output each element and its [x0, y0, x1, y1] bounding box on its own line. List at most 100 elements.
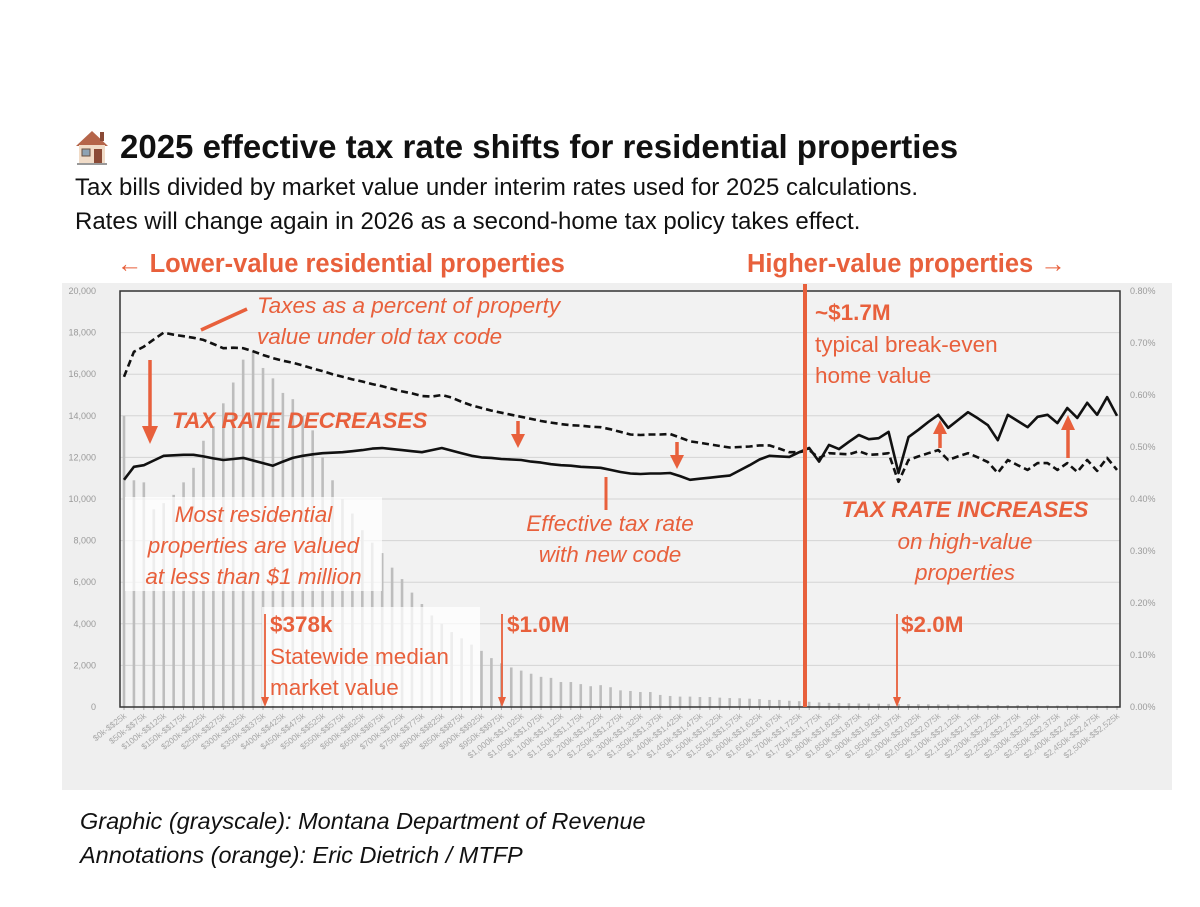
y-left-tick-label: 18,000 [68, 328, 96, 338]
histogram-bar [549, 677, 553, 707]
histogram-bar [877, 703, 880, 707]
histogram-bar [172, 494, 175, 707]
y-left-tick-label: 6,000 [73, 577, 96, 587]
histogram-bar [827, 702, 831, 707]
median-value-label: $378k [270, 612, 333, 637]
histogram-bar [658, 694, 662, 707]
histogram-bar [341, 499, 344, 707]
histogram-bar [708, 697, 712, 707]
y-left-tick-label: 10,000 [68, 494, 96, 504]
y-left-tick-label: 4,000 [73, 619, 96, 629]
y-left-tick-label: 12,000 [68, 452, 96, 462]
histogram-bar [142, 482, 146, 707]
histogram-bar [589, 686, 593, 707]
break-even-line-2: home value [815, 363, 932, 388]
histogram-bar [1006, 705, 1010, 707]
most-residential-line-3: at less than $1 million [145, 564, 362, 589]
y-left-tick-label: 8,000 [73, 536, 96, 546]
y-right-tick-label: 0.20% [1130, 598, 1156, 608]
y-right-tick-label: 0.00% [1130, 702, 1156, 712]
histogram-bar [778, 699, 781, 707]
credit-line-1: Graphic (grayscale): Montana Department … [80, 808, 646, 834]
median-label-line-2: market value [270, 675, 399, 700]
y-left-tick-label: 16,000 [68, 369, 96, 379]
plot-border [119, 290, 1121, 708]
histogram-bar [1046, 705, 1049, 707]
histogram-bar [519, 670, 523, 707]
histogram-bar [768, 699, 771, 707]
median-arrow-icon [261, 614, 269, 707]
histogram-bar [619, 690, 622, 707]
increases-line-1: on high-value [897, 529, 1033, 554]
histogram-bar [976, 704, 980, 707]
y-right-tick-label: 0.80% [1130, 286, 1156, 296]
new-code-label-line-2: with new code [538, 542, 682, 567]
tax-rate-increases-label: TAX RATE INCREASES [841, 497, 1089, 522]
histogram-bar [480, 650, 483, 707]
histogram-bar [698, 697, 702, 707]
histogram-bar [1016, 705, 1019, 707]
y-right-tick-label: 0.70% [1130, 338, 1156, 348]
histogram-bar [331, 480, 334, 707]
histogram-bar [182, 482, 185, 707]
histogram-bar [639, 692, 642, 707]
histogram-bar [509, 667, 513, 707]
old-code-label-line-2: value under old tax code [257, 324, 503, 349]
histogram-bar [599, 685, 602, 707]
histogram-bar [788, 700, 791, 707]
histogram-bar [847, 703, 851, 707]
histogram-bar [1036, 705, 1039, 707]
two-million-label: $2.0M [901, 612, 964, 637]
histogram-bar [797, 701, 801, 707]
histogram-bar [609, 687, 612, 707]
two-million-arrow-icon [893, 614, 901, 707]
y-right-tick-label: 0.50% [1130, 442, 1156, 452]
increases-line-2: properties [914, 560, 1016, 585]
histogram-bar [648, 692, 652, 707]
histogram-bar [966, 704, 970, 707]
histogram-bar [917, 704, 920, 707]
title-text: 2025 effective tax rate shifts for resid… [120, 128, 959, 165]
median-label-line-1: Statewide median [270, 644, 449, 669]
histogram-bar [162, 503, 166, 707]
page-title: 2025 effective tax rate shifts for resid… [72, 128, 958, 166]
histogram-bar [956, 704, 960, 707]
histogram-bar [887, 703, 890, 707]
y-left-tick-label: 20,000 [68, 286, 96, 296]
tax-rate-decreases-label: TAX RATE DECREASES [172, 408, 428, 433]
histogram-bar [748, 698, 751, 707]
median-box [262, 607, 480, 706]
histogram-bar [867, 703, 871, 707]
subtitle-line-2: Rates will change again in 2026 as a sec… [75, 208, 861, 235]
histogram-bar [629, 690, 632, 707]
histogram-bar [152, 509, 156, 707]
histogram-bar [817, 702, 821, 707]
histogram-bar [668, 695, 672, 707]
histogram-bar [132, 480, 136, 707]
house-icon [76, 131, 108, 165]
lower-value-heading: ← Lower-value residential properties [117, 250, 565, 278]
histogram-bar [539, 676, 543, 707]
most-residential-line-1: Most residential [174, 502, 333, 527]
histogram-bar [718, 697, 722, 707]
y-left-tick-label: 0 [91, 702, 96, 712]
histogram-bar [837, 703, 841, 707]
histogram-bar [738, 698, 741, 707]
higher-value-heading: Higher-value properties → [747, 250, 1066, 278]
y-left-tick-label: 14,000 [68, 411, 96, 421]
decrease-arrow-icon [670, 442, 684, 469]
histogram-bar [907, 704, 910, 707]
old-tax-code-line [122, 331, 1119, 484]
one-million-label: $1.0M [507, 612, 570, 637]
histogram-bar [1026, 705, 1029, 707]
histogram-bar [579, 684, 583, 707]
new-tax-code-line [122, 395, 1119, 482]
y-left-tick-label: 2,000 [73, 660, 96, 670]
y-right-tick-label: 0.30% [1130, 546, 1156, 556]
histogram-bar [807, 701, 811, 707]
old-code-leader [200, 307, 248, 332]
histogram-bar [559, 682, 563, 707]
histogram-bar [529, 673, 533, 707]
histogram-bar [678, 696, 682, 707]
